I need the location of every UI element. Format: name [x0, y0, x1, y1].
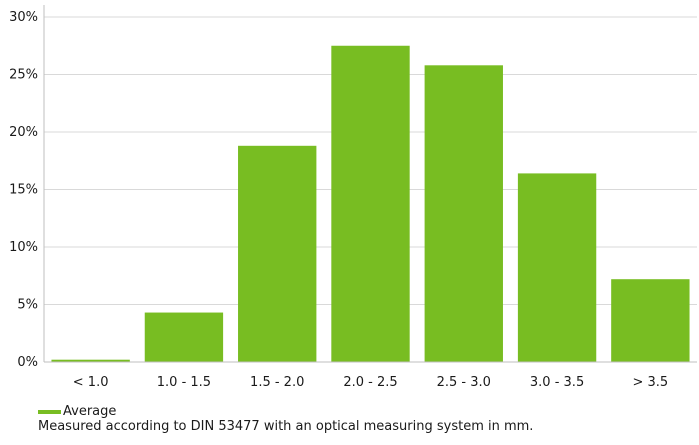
- legend: Average: [38, 404, 116, 419]
- bars: [51, 45, 690, 363]
- y-tick-label: 5%: [17, 298, 38, 313]
- y-tick-label: 10%: [9, 240, 38, 255]
- x-tick-label: 1.5 - 2.0: [250, 375, 304, 390]
- bar: [517, 173, 597, 362]
- x-tick-label: < 1.0: [73, 375, 109, 390]
- y-tick-label: 25%: [9, 68, 38, 83]
- x-tick-label: 2.0 - 2.5: [343, 375, 397, 390]
- bar: [144, 312, 224, 362]
- footnote: Measured according to DIN 53477 with an …: [38, 419, 534, 434]
- x-tick-label: > 3.5: [633, 375, 669, 390]
- x-axis: < 1.0 1.0 - 1.5 1.5 - 2.0 2.0 - 2.5 2.5 - 3.…: [44, 361, 697, 390]
- y-tick-label: 0%: [17, 355, 38, 370]
- legend-swatch: [38, 409, 61, 414]
- x-tick-label: 1.0 - 1.5: [157, 375, 211, 390]
- bar: [51, 359, 130, 362]
- y-tick-label: 20%: [9, 125, 38, 140]
- x-tick-label: 2.5 - 3.0: [437, 375, 491, 390]
- y-axis: 0% 5% 10% 15% 20% 25% 30%: [9, 5, 45, 370]
- bar: [331, 45, 410, 362]
- bar-chart: 0% 5% 10% 15% 20% 25% 30% < 1.0 1.0 - 1.5 1.5 - …: [9, 5, 697, 390]
- bar: [238, 145, 317, 362]
- x-tick-label: 3.0 - 3.5: [530, 375, 584, 390]
- bar: [611, 279, 690, 362]
- legend-label: Average: [63, 404, 117, 419]
- y-tick-label: 15%: [9, 183, 38, 198]
- bar: [424, 65, 503, 363]
- y-tick-label: 30%: [9, 10, 38, 25]
